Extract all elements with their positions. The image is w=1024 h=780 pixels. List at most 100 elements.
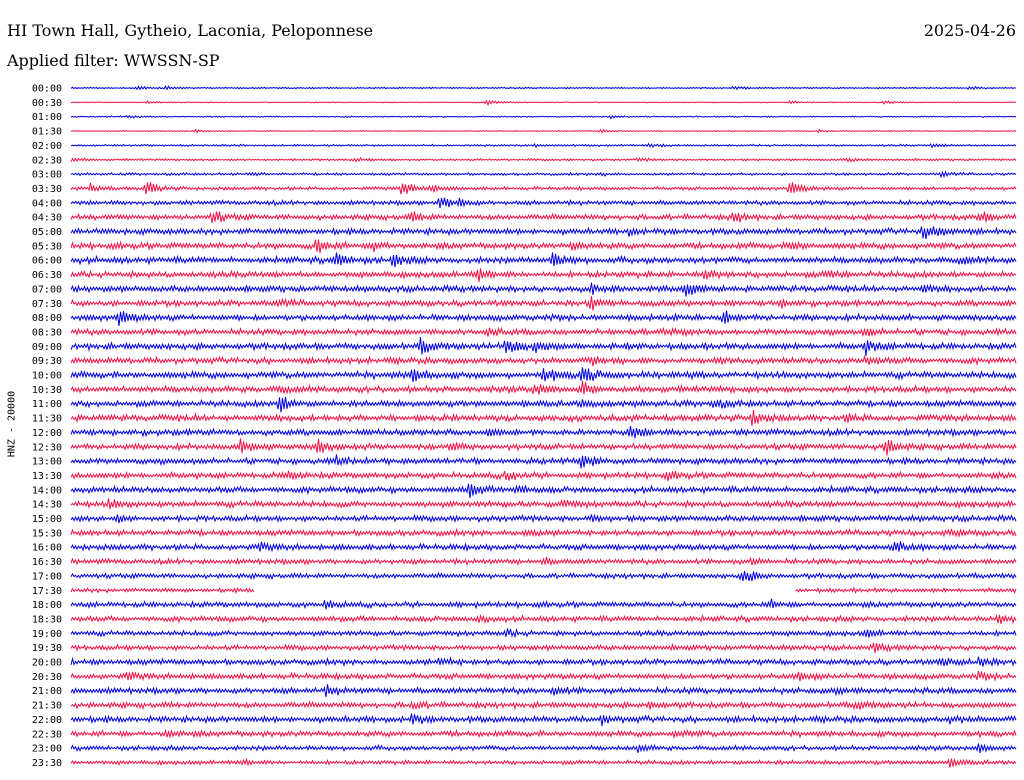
time-label: 22:30 [32,729,62,740]
time-label: 13:30 [32,471,62,482]
trace-line [70,670,1017,682]
trace-line [70,268,1017,282]
time-label: 04:30 [32,213,62,224]
time-label: 23:30 [32,758,62,769]
trace-line [70,197,1017,208]
trace-line [70,226,1017,240]
time-label: 14:30 [32,500,62,511]
time-label: 07:30 [32,299,62,310]
trace-line [70,142,1017,149]
time-label: 08:30 [32,327,62,338]
trace-line [70,613,1017,625]
trace-line [70,367,1017,383]
trace-lines [70,85,1017,768]
trace-line [70,699,1017,711]
time-label: 07:00 [32,284,62,295]
time-label: 03:00 [32,170,62,181]
trace-line [70,556,1017,567]
trace-line [70,396,1017,413]
trace-line [70,483,1017,499]
time-label: 06:30 [32,270,62,281]
time-label: 10:30 [32,385,62,396]
trace-line [70,541,1017,553]
filter-label: Applied filter: WWSSN-SP [7,51,220,70]
time-label: 17:00 [32,571,62,582]
trace-line [70,128,1017,134]
trace-line [70,239,1017,254]
trace-line [70,743,1017,754]
time-label: 03:30 [32,184,62,195]
time-label: 11:00 [32,399,62,410]
trace-line [70,570,1017,582]
trace-line [70,498,1017,510]
time-label: 01:00 [32,112,62,123]
trace-line [70,252,1017,268]
trace-line [70,586,255,595]
trace-line [795,586,1017,594]
time-label: 23:00 [32,744,62,755]
trace-line [70,454,1017,469]
trace-line [70,182,1017,195]
time-label: 22:00 [32,715,62,726]
trace-line [70,656,1017,668]
trace-line [70,513,1017,524]
trace-line [70,326,1017,338]
time-label: 00:30 [32,98,62,109]
station-title: HI Town Hall, Gytheio, Laconia, Peloponn… [7,21,374,40]
time-label: 09:00 [32,342,62,353]
trace-line [70,99,1017,107]
time-label: 02:00 [32,141,62,152]
time-label: 15:30 [32,528,62,539]
time-label: 20:30 [32,672,62,683]
time-label: 12:30 [32,442,62,453]
trace-line [70,728,1017,740]
trace-line [70,354,1017,367]
trace-line [70,757,1017,768]
trace-line [70,627,1017,639]
time-label: 16:30 [32,557,62,568]
time-label: 19:00 [32,629,62,640]
time-label: 21:30 [32,701,62,712]
trace-line [70,114,1017,120]
date-label: 2025-04-26 [923,21,1016,40]
trace-line [70,380,1017,395]
trace-line [70,85,1017,91]
trace-line [70,426,1017,439]
time-label: 14:00 [32,485,62,496]
time-label: 11:30 [32,414,62,425]
trace-line [70,296,1017,311]
time-label: 09:30 [32,356,62,367]
time-label: 15:00 [32,514,62,525]
trace-line [70,642,1017,654]
time-label: 19:30 [32,643,62,654]
trace-line [70,170,1017,179]
time-label: 18:30 [32,614,62,625]
time-label: 05:00 [32,227,62,238]
trace-line [70,310,1017,326]
time-label: 05:30 [32,241,62,252]
time-label: 01:30 [32,127,62,138]
time-label: 21:00 [32,686,62,697]
trace-line [70,684,1017,697]
trace-line [70,156,1017,163]
trace-line [70,282,1017,297]
time-label: 00:00 [32,84,62,95]
trace-line [70,470,1017,482]
time-label: 02:30 [32,155,62,166]
time-label: 08:00 [32,313,62,324]
trace-line [70,336,1017,357]
time-label: 10:00 [32,371,62,382]
time-label: 16:00 [32,543,62,554]
trace-line [70,713,1017,727]
time-label: 20:00 [32,658,62,669]
time-labels: 00:00 00:30 01:00 01:30 02:00 02:30 03:00 03:30… [32,84,62,769]
trace-line [70,211,1017,223]
time-label: 04:00 [32,198,62,209]
trace-line [70,598,1017,610]
trace-line [70,527,1017,538]
time-label: 17:30 [32,586,62,597]
time-label: 12:00 [32,428,62,439]
trace-line [70,438,1017,456]
trace-line [70,410,1017,426]
